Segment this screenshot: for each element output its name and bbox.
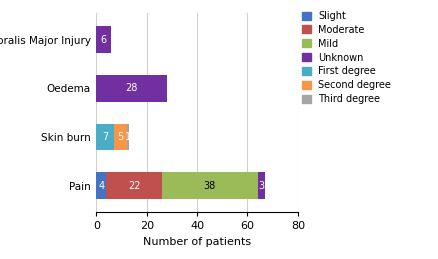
Text: 3: 3 bbox=[258, 181, 265, 191]
Text: 1: 1 bbox=[125, 132, 131, 142]
Text: 28: 28 bbox=[125, 83, 138, 93]
Bar bbox=[127, 124, 129, 150]
Bar bbox=[258, 172, 265, 199]
Text: 4: 4 bbox=[99, 181, 104, 191]
Text: 7: 7 bbox=[102, 132, 108, 142]
Bar bbox=[96, 124, 114, 150]
Bar bbox=[162, 172, 258, 199]
X-axis label: Number of patients: Number of patients bbox=[143, 237, 251, 247]
Text: 5: 5 bbox=[117, 132, 124, 142]
Bar bbox=[96, 26, 111, 53]
Text: 6: 6 bbox=[101, 35, 107, 45]
Bar bbox=[96, 75, 167, 102]
Legend: Slight, Moderate, Mild, Unknown, First degree, Second degree, Third degree: Slight, Moderate, Mild, Unknown, First d… bbox=[300, 9, 393, 106]
Bar bbox=[96, 172, 106, 199]
Text: 22: 22 bbox=[128, 181, 141, 191]
Bar bbox=[106, 172, 162, 199]
Bar bbox=[114, 124, 127, 150]
Text: 38: 38 bbox=[204, 181, 216, 191]
